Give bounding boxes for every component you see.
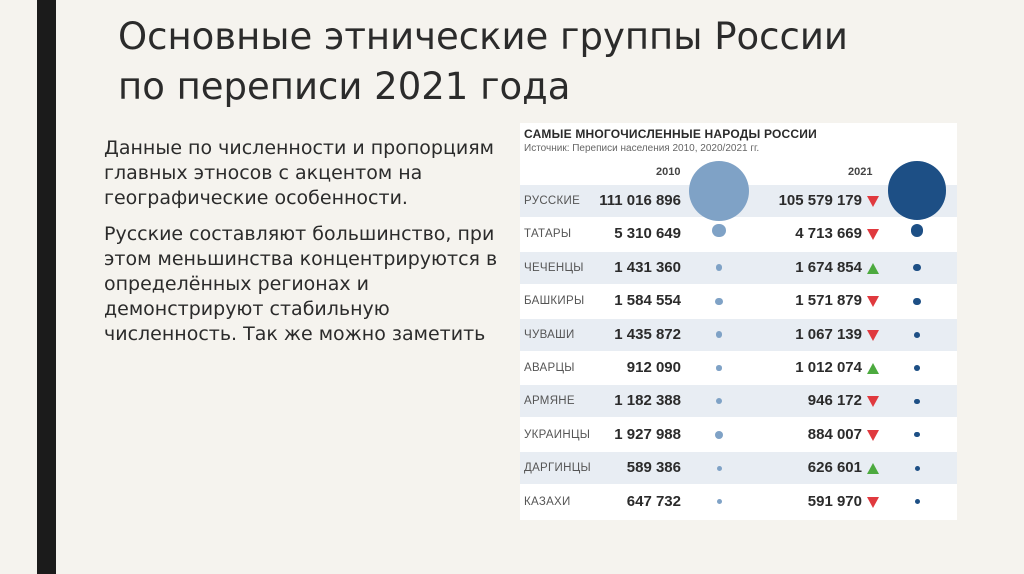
arrow-down-icon — [867, 296, 879, 308]
arrow-down-icon — [867, 496, 879, 508]
circle-2021-icon — [887, 161, 947, 220]
population-2021: 1 067 139 — [795, 325, 862, 343]
circle-2010-icon — [712, 224, 726, 238]
circle-2021-icon — [913, 297, 921, 305]
population-2010: 912 090 — [626, 359, 681, 376]
paragraph-1: Данные по численности и пропорциям главн… — [104, 137, 495, 209]
slide-body: Данные по численности и пропорциям главн… — [104, 136, 504, 358]
arrow-down-icon — [867, 396, 879, 408]
circle-2010-icon — [715, 398, 723, 405]
census-infographic: САМЫЕ МНОГОЧИСЛЕННЫЕ НАРОДЫ РОССИИ Источ… — [520, 123, 957, 520]
table-row: ТАТАРЫ 5 310 649 4 713 669 — [520, 218, 957, 250]
population-2010: 1 431 360 — [614, 258, 681, 276]
title-line-2: по переписи 2021 года — [118, 65, 571, 108]
population-2010: 589 386 — [626, 459, 681, 477]
arrow-up-icon — [867, 262, 879, 274]
ethnic-group-name: АВАРЦЫ — [524, 362, 575, 374]
ethnic-group-name: ЧУВАШИ — [524, 328, 575, 341]
arrow-up-icon — [867, 363, 879, 374]
table-row: ЧЕЧЕНЦЫ 1 431 360 1 674 854 — [520, 251, 957, 284]
circle-2021-icon — [914, 499, 920, 505]
circle-2010-icon — [716, 465, 722, 471]
population-2021: 105 579 179 — [778, 192, 862, 209]
arrow-down-icon — [867, 196, 879, 207]
table-row: ДАРГИНЦЫ 589 386 626 601 — [520, 452, 957, 485]
circle-2010-icon — [715, 331, 723, 338]
circle-2021-icon — [914, 331, 920, 338]
arrow-down-icon — [867, 229, 879, 241]
population-2010: 1 435 872 — [614, 325, 681, 343]
population-2010: 5 310 649 — [614, 225, 681, 243]
table-row: УКРАИНЦЫ 1 927 988 884 007 — [520, 419, 957, 451]
population-2010: 1 182 388 — [614, 392, 681, 410]
ethnic-group-name: ДАРГИНЦЫ — [524, 462, 592, 475]
circle-2021-icon — [914, 398, 920, 405]
circle-2021-icon — [914, 465, 920, 471]
infographic-source: Источник: Переписи населения 2010, 2020/… — [524, 143, 760, 154]
ethnic-group-name: ТАТАРЫ — [524, 228, 572, 241]
year-2010-label: 2010 — [656, 166, 681, 178]
population-2010: 647 732 — [626, 492, 681, 510]
ethnic-group-name: УКРАИНЦЫ — [524, 428, 591, 441]
circle-2010-icon — [715, 264, 723, 272]
table-row: ЧУВАШИ 1 435 872 1 067 139 — [520, 318, 957, 351]
ethnic-group-name: КАЗАХИ — [524, 495, 571, 508]
slide-title: Основные этнические группы России по пер… — [118, 12, 978, 112]
population-2010: 111 016 896 — [599, 192, 681, 209]
population-2021: 1 012 074 — [795, 359, 862, 376]
circle-2021-icon — [914, 365, 920, 371]
table-row: АВАРЦЫ 912 090 1 012 074 — [520, 352, 957, 384]
table-row: БАШКИРЫ 1 584 554 1 571 879 — [520, 285, 957, 317]
circle-2010-icon — [716, 499, 722, 505]
table-row: АРМЯНЕ 1 182 388 946 172 — [520, 385, 957, 418]
arrow-down-icon — [867, 429, 879, 441]
paragraph-2: Русские составляют большинство, при этом… — [104, 223, 498, 345]
arrow-down-icon — [867, 329, 879, 341]
arrow-up-icon — [867, 463, 879, 475]
year-2021-label: 2021 — [848, 166, 873, 178]
circle-2010-icon — [716, 365, 722, 371]
population-2021: 626 601 — [807, 459, 862, 477]
ethnic-group-name: ЧЕЧЕНЦЫ — [524, 261, 584, 274]
population-2010: 1 584 554 — [614, 292, 681, 310]
title-line-1: Основные этнические группы России — [118, 15, 848, 58]
circle-2021-icon — [914, 432, 920, 438]
circle-2021-icon — [913, 264, 921, 272]
ethnic-group-name: АРМЯНЕ — [524, 395, 575, 408]
population-2010: 1 927 988 — [614, 425, 681, 443]
population-2021: 4 713 669 — [795, 225, 862, 243]
infographic-title: САМЫЕ МНОГОЧИСЛЕННЫЕ НАРОДЫ РОССИИ — [524, 127, 817, 141]
circle-2010-icon — [689, 161, 749, 221]
table-row: КАЗАХИ 647 732 591 970 — [520, 486, 957, 518]
population-2021: 946 172 — [807, 392, 862, 410]
circle-2010-icon — [715, 297, 723, 305]
circle-2010-icon — [715, 430, 723, 439]
population-2021: 1 674 854 — [795, 258, 862, 276]
ethnic-group-name: БАШКИРЫ — [524, 295, 585, 308]
left-accent-bar — [37, 0, 56, 574]
ethnic-group-name: РУССКИЕ — [524, 195, 581, 207]
circle-2021-icon — [910, 224, 924, 237]
population-2021: 591 970 — [807, 492, 862, 510]
population-2021: 1 571 879 — [795, 292, 862, 310]
population-2021: 884 007 — [807, 425, 862, 443]
